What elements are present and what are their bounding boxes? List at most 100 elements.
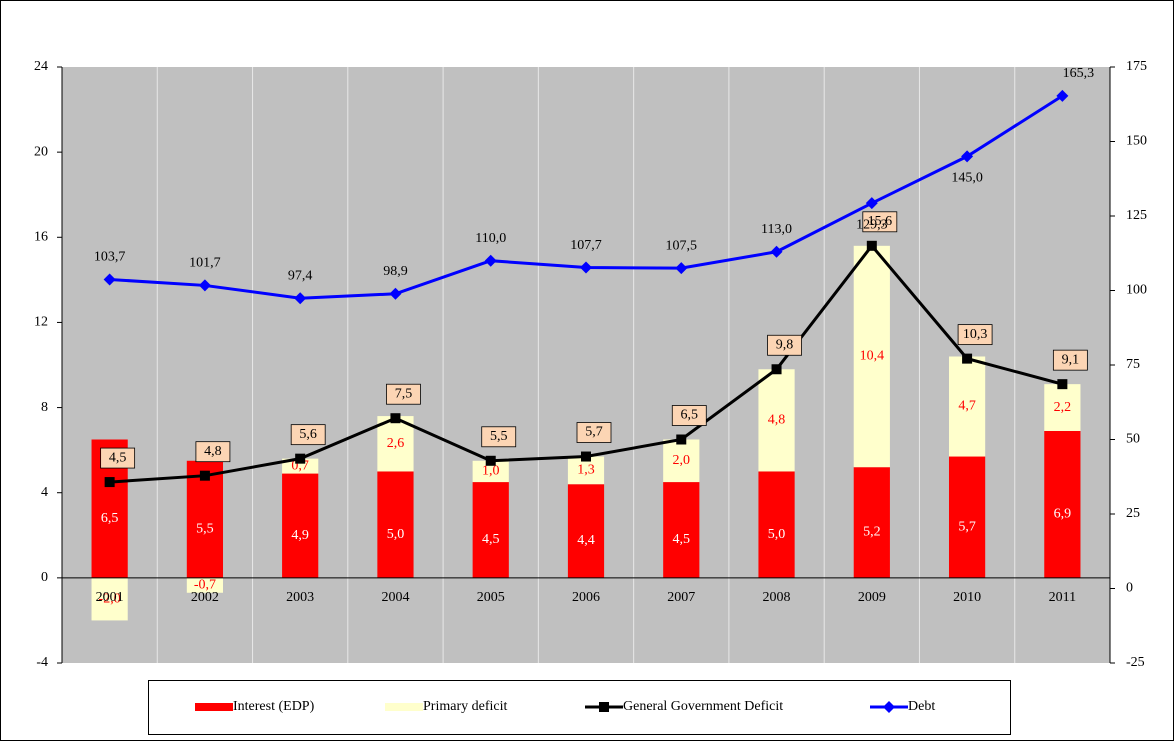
- value-label-box: [767, 334, 802, 356]
- line-value-label: 101,7: [189, 256, 221, 271]
- bar: [472, 460, 509, 483]
- line-value-label: 107,7: [570, 238, 602, 253]
- line-marker: [580, 261, 592, 274]
- bar: [758, 471, 795, 578]
- bar: [758, 369, 795, 472]
- line-value-label: 5,5: [490, 429, 508, 444]
- x-tick-label: 2006: [572, 590, 600, 605]
- legend-label: Interest (EDP): [233, 699, 315, 714]
- legend-label: General Government Deficit: [623, 699, 783, 714]
- line-value-label: 129,3: [856, 217, 888, 232]
- x-tick-label: 2009: [858, 590, 886, 605]
- line-marker: [295, 453, 306, 464]
- line-marker: [294, 292, 307, 305]
- bar-value-label: 4,5: [673, 532, 691, 547]
- x-tick-label: 2005: [477, 590, 505, 605]
- line-value-label: 9,8: [776, 337, 794, 352]
- value-label-box: [481, 426, 517, 448]
- bar: [377, 416, 414, 472]
- line-marker: [389, 287, 402, 300]
- bar: [663, 439, 700, 483]
- bar: [1044, 384, 1081, 431]
- bar: [567, 484, 605, 578]
- line-value-label: 6,5: [681, 408, 699, 423]
- y2-tick-label: 50: [1126, 432, 1140, 447]
- line-value-label: 97,4: [288, 268, 313, 283]
- value-label-box: [862, 211, 898, 233]
- line-marker: [103, 273, 116, 286]
- line-value-label: 10,3: [963, 327, 988, 342]
- y2-tick-label: 175: [1126, 59, 1147, 74]
- bar: [663, 482, 700, 578]
- bar: [282, 458, 319, 474]
- y-tick-label: 16: [34, 230, 48, 245]
- legend-label: Primary deficit: [423, 699, 507, 714]
- bar: [377, 471, 414, 578]
- bar-value-label: -0,7: [194, 578, 216, 593]
- y2-tick-label: 0: [1126, 581, 1133, 596]
- legend-swatch: [385, 703, 423, 711]
- bar-value-label: 2,6: [387, 436, 405, 451]
- bar: [186, 577, 224, 593]
- bar: [91, 577, 128, 621]
- bar: [948, 456, 986, 578]
- y-tick-label: -4: [36, 655, 48, 670]
- line-value-label: 113,0: [761, 222, 792, 237]
- bar: [1044, 430, 1081, 578]
- bar-value-label: 5,0: [387, 527, 405, 542]
- line-value-label: 165,3: [1063, 66, 1095, 81]
- y-tick-label: 12: [34, 315, 48, 330]
- line-value-label: 5,6: [299, 427, 317, 442]
- y2-tick-label: 125: [1126, 208, 1147, 223]
- line-marker: [675, 262, 688, 275]
- line-value-label: 110,0: [475, 231, 506, 246]
- bar-value-label: 5,2: [863, 525, 881, 540]
- legend-swatch: [195, 703, 233, 711]
- line-marker: [1056, 89, 1069, 102]
- bar-value-label: 5,7: [958, 519, 976, 534]
- value-label-box: [290, 424, 326, 446]
- legend: [148, 680, 1011, 735]
- line-value-label: 98,9: [383, 264, 408, 279]
- line-marker: [485, 455, 496, 466]
- bar-value-label: -2,0: [99, 591, 121, 606]
- line-marker: [676, 434, 687, 445]
- value-label-box: [100, 447, 136, 469]
- bar-value-label: 10,4: [860, 349, 885, 364]
- line-marker: [866, 240, 877, 251]
- line-marker: [771, 364, 782, 375]
- line-marker: [198, 279, 211, 292]
- line-value-label: 4,5: [109, 450, 127, 465]
- line-value-label: 107,5: [666, 238, 698, 253]
- line-value-label: 145,0: [951, 171, 983, 186]
- bar-value-label: 1,3: [577, 463, 595, 478]
- bar-value-label: 4,7: [958, 399, 976, 414]
- bar-value-label: 5,5: [196, 522, 214, 537]
- legend-marker: [599, 702, 609, 712]
- line-marker: [1057, 379, 1068, 390]
- line-marker: [581, 451, 591, 462]
- line-marker: [199, 470, 210, 481]
- line-marker: [104, 477, 115, 488]
- value-label-box: [671, 405, 707, 426]
- line-value-label: 4,8: [204, 444, 222, 459]
- line-value-label: 15,6: [868, 214, 893, 229]
- bar-value-label: 2,0: [673, 453, 691, 468]
- value-label-box: [386, 383, 421, 405]
- y2-tick-label: 150: [1126, 134, 1147, 149]
- y2-tick-label: 75: [1126, 357, 1140, 372]
- line-marker: [770, 245, 783, 258]
- value-label-box: [957, 324, 993, 346]
- x-tick-label: 2011: [1049, 590, 1076, 605]
- x-tick-label: 2002: [191, 590, 219, 605]
- x-tick-label: 2007: [667, 590, 695, 605]
- bar-value-label: 4,4: [577, 533, 595, 548]
- bar: [282, 473, 319, 578]
- bar: [853, 245, 890, 468]
- bar: [853, 467, 890, 578]
- y-tick-label: 0: [41, 570, 48, 585]
- y-tick-label: 8: [41, 400, 48, 415]
- legend-marker: [883, 701, 895, 713]
- y2-tick-label: -25: [1126, 655, 1145, 670]
